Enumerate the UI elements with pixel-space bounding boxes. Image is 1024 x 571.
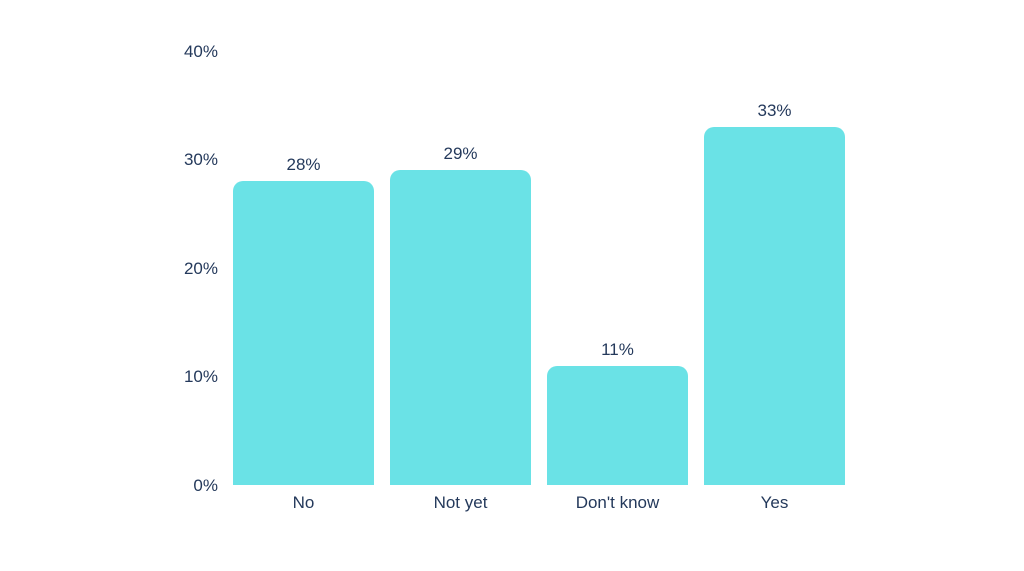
- bar: [704, 126, 845, 485]
- y-axis-tick-label: 40%: [183, 41, 218, 61]
- bar: [233, 180, 374, 485]
- bar: [390, 170, 531, 485]
- bar-value-label: 29%: [443, 144, 478, 164]
- bar-value-label: 33%: [757, 100, 792, 120]
- category-label: No: [292, 493, 315, 512]
- y-axis-tick-label: 20%: [183, 258, 218, 278]
- category-label: Yes: [760, 493, 789, 512]
- y-axis-tick-label: 0%: [193, 476, 218, 495]
- category-label: Don't know: [575, 493, 660, 512]
- y-axis-tick-label: 10%: [183, 367, 218, 387]
- bar: [547, 365, 688, 485]
- bar-value-label: 28%: [286, 154, 321, 174]
- category-label: Not yet: [433, 493, 488, 512]
- bar-value-label: 11%: [601, 339, 634, 359]
- y-axis-tick-label: 30%: [183, 150, 218, 170]
